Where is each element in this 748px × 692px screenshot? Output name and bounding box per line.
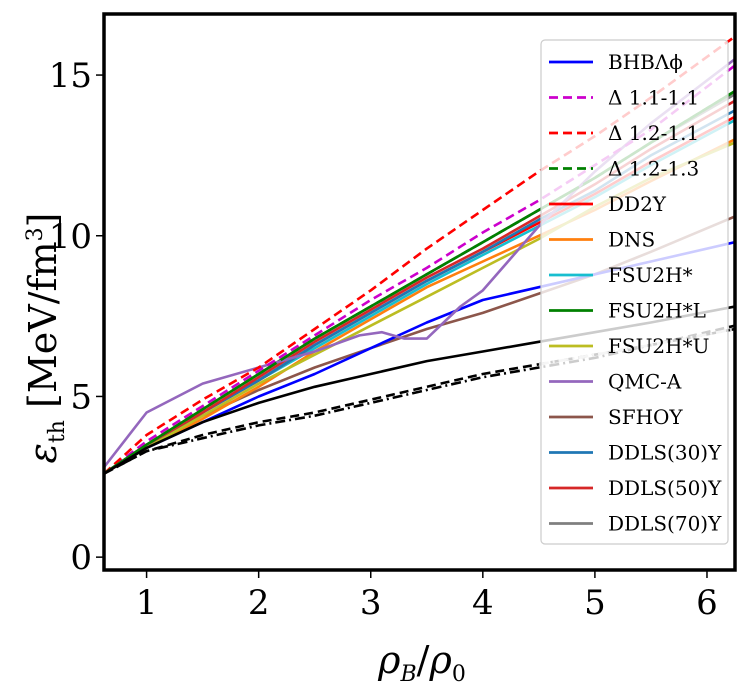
y-tick-label: 5 [70, 377, 92, 417]
legend-label-ddls-70-y: DDLS(70)Y [608, 512, 722, 536]
legend-label-sfhoy: SFHOY [608, 405, 683, 429]
y-tick-label: 10 [49, 217, 92, 257]
series-line-1-2-1-3 [104, 89, 735, 475]
plot-frame [102, 12, 737, 572]
y-tick-label: 0 [70, 538, 92, 578]
legend-label-fsu2h-u: FSU2H*U [608, 334, 709, 358]
legend-label-fsu2h: FSU2H* [608, 263, 693, 287]
y-axis-label: εth [MeV/fm3] [21, 213, 70, 464]
x-tick-label: 1 [136, 583, 158, 623]
legend-label-1-2-1-3: Δ 1.2-1.3 [608, 157, 699, 181]
legend-box [540, 39, 729, 545]
x-tick-label: 2 [248, 583, 270, 623]
legend-label-ddls-50-y: DDLS(50)Y [608, 476, 722, 500]
x-tick-label: 6 [696, 583, 718, 623]
x-tick-label: 3 [360, 583, 382, 623]
legend-label-qmc-a: QMC-A [608, 370, 682, 394]
legend-label-1-2-1-1: Δ 1.2-1.1 [608, 121, 699, 145]
legend-label-fsu2h-l: FSU2H*L [608, 299, 706, 323]
legend-label-bhb: BHBΛϕ [608, 50, 683, 74]
legend-label-dd2y: DD2Y [608, 192, 667, 216]
legend-label-dns: DNS [608, 228, 655, 252]
legend-label-1-1-1-1: Δ 1.1-1.1 [608, 86, 699, 110]
y-tick-label: 15 [49, 56, 92, 96]
x-axis-label: ρB/ρ0 [377, 638, 466, 687]
legend-label-ddls-30-y: DDLS(30)Y [608, 441, 722, 465]
x-tick-label: 4 [472, 583, 494, 623]
ticks: 1 2 3 4 5 6 0 5 10 15 [49, 56, 718, 623]
x-tick-label: 5 [584, 583, 606, 623]
legend: BHBΛϕ Δ 1.1-1.1 Δ 1.2-1.1 Δ 1.2-1.3 DD2Y DNS F… [540, 39, 729, 545]
